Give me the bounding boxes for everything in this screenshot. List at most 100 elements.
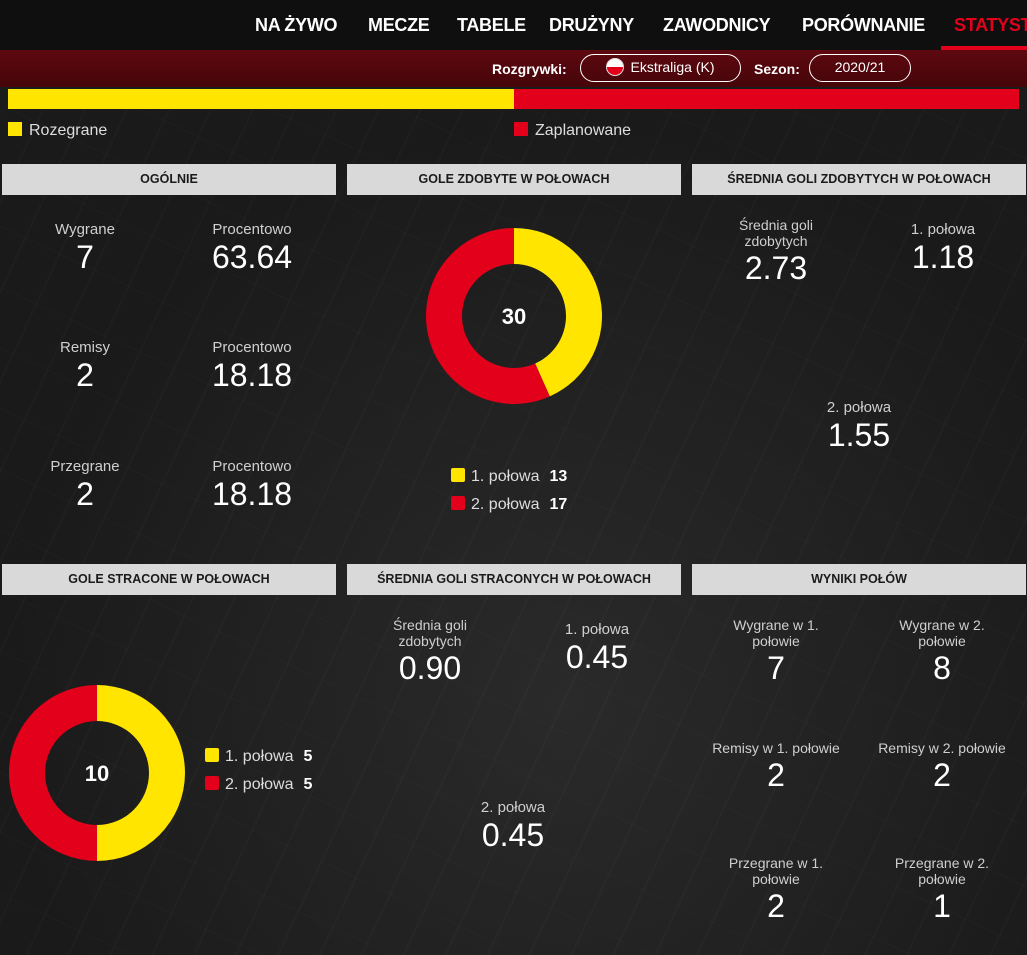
stat-label: Procentowo bbox=[212, 458, 292, 475]
legend-value: 5 bbox=[303, 748, 313, 765]
stat-value: 2 bbox=[767, 888, 785, 924]
stat-label: Przegrane bbox=[50, 458, 120, 475]
stat-label: 2. połowa bbox=[480, 799, 546, 816]
stat-label-line-2: zdobytych bbox=[744, 233, 808, 249]
stat-label-line-2: połowie bbox=[918, 871, 966, 887]
stat-value: 2 bbox=[76, 476, 94, 512]
stat-label: Wygrane bbox=[55, 221, 115, 238]
stat-label-line-1: Wygrane w 2. bbox=[899, 617, 985, 633]
donut-segment-second-half bbox=[9, 685, 97, 861]
stat-value: 0.45 bbox=[565, 639, 629, 675]
legend-label: 1. połowa bbox=[225, 748, 294, 765]
stat-value: 7 bbox=[76, 239, 94, 275]
stat-value: 2.73 bbox=[744, 250, 808, 286]
season-progress-bar bbox=[8, 89, 1019, 109]
stat-first-half-avg: 1. połowa 1.18 bbox=[873, 221, 1013, 276]
legend-label: 1. połowa bbox=[471, 468, 540, 485]
stat-won-second-half: Wygrane w 2. połowie 8 bbox=[862, 617, 1022, 687]
stat-wins: Wygrane 7 bbox=[15, 221, 155, 276]
competition-select[interactable]: Ekstraliga (K) bbox=[580, 54, 741, 82]
donut-segment-first-half bbox=[514, 228, 602, 397]
stat-lost-first-half: Przegrane w 1. połowie 2 bbox=[696, 855, 856, 925]
stat-label: Procentowo bbox=[212, 221, 292, 238]
stat-won-first-half: Wygrane w 1. połowie 7 bbox=[696, 617, 856, 687]
stat-value: 18.18 bbox=[211, 476, 293, 512]
played-legend: Rozegrane bbox=[8, 122, 107, 140]
stat-draws-percent: Procentowo 18.18 bbox=[182, 339, 322, 394]
nav-item-comparison[interactable]: PORÓWNANIE bbox=[802, 15, 926, 35]
stat-label: Remisy w 2. połowie bbox=[878, 740, 1006, 756]
stat-avg-conceded: Średnia goli zdobytych 0.90 bbox=[360, 617, 500, 687]
season-label: Sezon: bbox=[754, 61, 800, 77]
stat-label-line-2: połowie bbox=[752, 871, 800, 887]
competition-value: Ekstraliga (K) bbox=[630, 59, 715, 75]
legend-label: 2. połowa bbox=[471, 496, 540, 513]
stat-label-line-2: połowie bbox=[752, 633, 800, 649]
panel-avg-scored: ŚREDNIA GOLI ZDOBYTYCH W POŁOWACH Średni… bbox=[692, 164, 1026, 549]
stat-value: 0.45 bbox=[481, 817, 545, 853]
stat-value: 63.64 bbox=[211, 239, 293, 275]
first-half-swatch bbox=[451, 468, 465, 482]
first-half-swatch bbox=[205, 748, 219, 762]
stat-value: 1.18 bbox=[911, 239, 975, 275]
stat-avg-scored: Średnia goli zdobytych 2.73 bbox=[706, 217, 846, 287]
stat-label: 1. połowa bbox=[910, 221, 976, 238]
played-label: Rozegrane bbox=[29, 122, 108, 139]
nav-item-statistics[interactable]: STATYST bbox=[954, 15, 1027, 35]
season-select[interactable]: 2020/21 bbox=[809, 54, 911, 82]
stat-lost-second-half: Przegrane w 2. połowie 1 bbox=[862, 855, 1022, 925]
nav-item-matches[interactable]: MECZE bbox=[368, 15, 430, 35]
nav-item-tables[interactable]: TABELE bbox=[457, 15, 526, 35]
legend-value: 17 bbox=[549, 496, 568, 513]
stat-label-line-2: połowie bbox=[918, 633, 966, 649]
stat-label: Remisy bbox=[59, 339, 110, 356]
stat-label-line-2: zdobytych bbox=[398, 633, 462, 649]
active-tab-underline bbox=[941, 46, 1027, 50]
stat-value: 1 bbox=[933, 888, 951, 924]
panel-avg-conceded: ŚREDNIA GOLI STRACONYCH W POŁOWACH Średn… bbox=[347, 564, 681, 955]
stat-draws-first-half: Remisy w 1. połowie 2 bbox=[696, 740, 856, 794]
top-navigation: NA ŻYWO MECZE TABELE DRUŻYNY ZAWODNICY P… bbox=[0, 0, 1027, 50]
stat-label-line-1: Średnia goli bbox=[393, 617, 467, 633]
stat-value: 8 bbox=[933, 650, 951, 686]
panel-title: OGÓLNIE bbox=[2, 164, 336, 195]
panel-title: ŚREDNIA GOLI STRACONYCH W POŁOWACH bbox=[347, 564, 681, 595]
nav-item-players[interactable]: ZAWODNICY bbox=[663, 15, 771, 35]
legend-second-half: 2. połowa 17 bbox=[451, 496, 567, 514]
stat-first-half-avg: 1. połowa 0.45 bbox=[527, 621, 667, 676]
stat-value: 0.90 bbox=[398, 650, 462, 686]
competition-label: Rozgrywki: bbox=[492, 61, 567, 77]
played-swatch bbox=[8, 122, 22, 136]
stat-wins-percent: Procentowo 63.64 bbox=[182, 221, 322, 276]
stat-draws-second-half: Remisy w 2. połowie 2 bbox=[862, 740, 1022, 794]
legend-first-half: 1. połowa 13 bbox=[451, 468, 567, 486]
donut-segment-first-half bbox=[97, 685, 185, 861]
nav-item-teams[interactable]: DRUŻYNY bbox=[549, 15, 634, 35]
scheduled-swatch bbox=[514, 122, 528, 136]
stat-second-half-avg: 2. połowa 1.55 bbox=[789, 399, 929, 454]
legend-second-half: 2. połowa 5 bbox=[205, 776, 312, 794]
stat-value: 2 bbox=[76, 357, 94, 393]
second-half-swatch bbox=[205, 776, 219, 790]
poland-flag-icon bbox=[606, 58, 625, 76]
legend-value: 13 bbox=[549, 468, 568, 485]
scheduled-legend: Zaplanowane bbox=[514, 122, 631, 140]
stat-label: Remisy w 1. połowie bbox=[712, 740, 840, 756]
played-progress-fill bbox=[8, 89, 514, 109]
stat-value: 1.55 bbox=[827, 417, 891, 453]
stat-draws: Remisy 2 bbox=[15, 339, 155, 394]
legend-value: 5 bbox=[303, 776, 313, 793]
stat-value: 2 bbox=[767, 757, 785, 793]
stat-value: 18.18 bbox=[211, 357, 293, 393]
panel-goals-scored: GOLE ZDOBYTE W POŁOWACH 30 1. połowa 13 2… bbox=[347, 164, 681, 549]
donut-total: 30 bbox=[502, 304, 526, 329]
panel-title: WYNIKI POŁÓW bbox=[692, 564, 1026, 595]
nav-item-live[interactable]: NA ŻYWO bbox=[255, 15, 338, 35]
stat-label-line-1: Średnia goli bbox=[739, 217, 813, 233]
panel-title: GOLE ZDOBYTE W POŁOWACH bbox=[347, 164, 681, 195]
goals-conceded-donut-chart: 10 bbox=[9, 685, 185, 861]
second-half-swatch bbox=[451, 496, 465, 510]
panel-goals-conceded: GOLE STRACONE W POŁOWACH 10 1. połowa 5 2… bbox=[2, 564, 336, 955]
panel-title: GOLE STRACONE W POŁOWACH bbox=[2, 564, 336, 595]
donut-segment-second-half bbox=[426, 228, 550, 404]
